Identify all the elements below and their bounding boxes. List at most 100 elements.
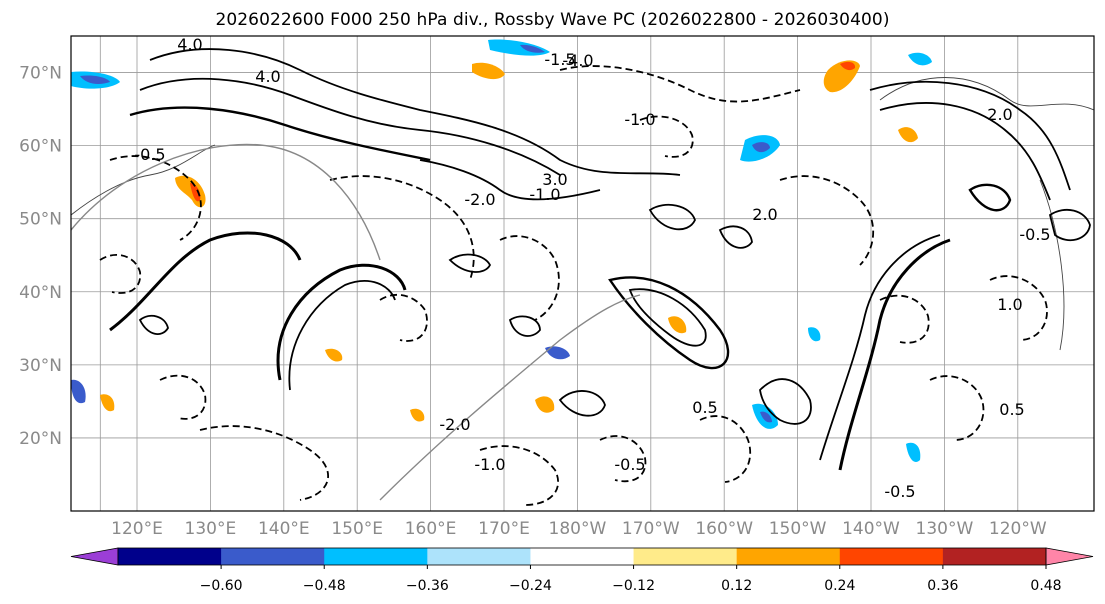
map-frame — [70, 35, 1095, 512]
lon-tick-label: 140°W — [842, 519, 900, 539]
contour-line — [159, 374, 207, 420]
contour-line — [199, 425, 329, 501]
colorbar-tick-label: 0.12 — [721, 578, 752, 594]
lon-tick-label: 120°W — [989, 519, 1047, 539]
colorbar-segment — [839, 548, 944, 565]
contour-line — [138, 314, 169, 335]
contour-line — [559, 65, 801, 103]
contour-value-label: 0.5 — [999, 400, 1024, 419]
contour-line — [99, 254, 142, 294]
fill-patch — [190, 183, 201, 202]
colorbar: −0.60 −0.48 −0.36 −0.24 −0.12 0.12 0.24 0.36 0.4… — [70, 547, 1094, 594]
contour-line — [109, 231, 302, 332]
contour-line — [989, 275, 1048, 341]
contour-line — [879, 102, 1051, 201]
colorbar-segment — [70, 547, 119, 566]
fill-patch — [908, 52, 932, 66]
contour-line — [838, 238, 951, 471]
contour-value-label: -1.5 — [544, 50, 575, 69]
contour-value-label: -1.0 — [474, 455, 505, 474]
contour-line — [139, 77, 561, 176]
lon-tick-label: 150°W — [769, 519, 827, 539]
longitude-labels: 120°E 130°E 140°E 150°E 160°E 170°E 180°W 170°W… — [111, 519, 1047, 539]
divergence-fill-patches — [71, 39, 932, 463]
reference-arcs — [71, 143, 641, 501]
fill-patch — [80, 75, 110, 84]
contour-line — [869, 80, 1071, 191]
colorbar-tick-label: 0.36 — [927, 578, 958, 594]
fill-patch — [71, 379, 86, 404]
contour-value-label: 2.0 — [987, 105, 1012, 124]
lon-tick-label: 160°W — [695, 519, 753, 539]
contour-labels: 4.0 4.0 -1.5-4.0 -2.0 -0.5 2.0 -1.0 2.0 -0.5 3.0 1… — [134, 35, 1050, 501]
contour-line — [879, 294, 930, 344]
contour-line — [639, 115, 694, 158]
figure-title: 2026022600 F000 250 hPa div., Rossby Wav… — [215, 10, 890, 30]
colorbar-tick-label: −0.60 — [200, 578, 243, 594]
positive-contours — [109, 48, 1091, 471]
fill-patch — [840, 61, 856, 71]
contour-line — [779, 175, 875, 266]
fill-patch — [535, 396, 555, 413]
contour-line — [558, 390, 606, 417]
contour-line — [329, 175, 475, 281]
contour-value-label: 2.0 — [752, 205, 777, 224]
contour-line — [699, 415, 752, 483]
contour-line — [479, 445, 560, 506]
lon-tick-label: 180°W — [549, 519, 607, 539]
contour-value-label: -2.0 — [464, 190, 495, 209]
lat-tick-label: 20°N — [19, 429, 62, 449]
lon-tick-label: 130°W — [916, 519, 974, 539]
lat-tick-label: 60°N — [19, 137, 62, 157]
contour-line — [276, 263, 407, 381]
fill-patch — [752, 142, 770, 153]
contour-value-label: -4.0 — [562, 51, 593, 70]
contour-line — [288, 280, 396, 391]
colorbar-segment — [427, 548, 531, 565]
lon-tick-label: 150°E — [331, 519, 383, 539]
colorbar-tick-label: 0.24 — [824, 578, 855, 594]
contour-line — [109, 155, 202, 241]
lat-tick-label: 50°N — [19, 210, 62, 230]
contour-value-label: 4.0 — [177, 35, 202, 54]
contour-line — [508, 315, 541, 337]
fill-patch — [100, 394, 115, 412]
contour-value-label: -2.0 — [439, 415, 470, 434]
fill-patch — [906, 442, 921, 463]
lon-tick-label: 160°E — [405, 519, 457, 539]
contour-line — [419, 159, 601, 201]
fill-patch — [325, 348, 343, 362]
contour-line — [628, 288, 707, 347]
contour-value-label: 3.0 — [542, 170, 567, 189]
fill-patch — [410, 408, 425, 422]
colorbar-tick-label: 0.48 — [1030, 578, 1061, 594]
lat-tick-label: 30°N — [19, 356, 62, 376]
contour-value-label: -0.5 — [884, 482, 915, 501]
contour-value-label: 0.5 — [692, 398, 717, 417]
lon-tick-label: 130°E — [185, 519, 237, 539]
lat-tick-label: 40°N — [19, 283, 62, 303]
contour-line — [149, 48, 681, 176]
latitude-labels: 70°N 60°N 50°N 40°N 30°N 20°N — [19, 64, 62, 449]
negative-contours — [99, 65, 1048, 506]
fill-patch — [668, 316, 687, 334]
contour-value-label: -0.5 — [1019, 225, 1050, 244]
fill-patch — [760, 411, 772, 423]
colorbar-segment — [118, 548, 222, 565]
lon-tick-label: 120°E — [111, 519, 163, 539]
lat-tick-label: 70°N — [19, 64, 62, 84]
fill-patch — [472, 62, 505, 80]
colorbar-tick-label: −0.36 — [406, 578, 449, 594]
contour-line — [379, 293, 428, 342]
colorbar-tick-label: −0.24 — [509, 578, 552, 594]
contour-value-label: -1.0 — [529, 185, 560, 204]
fill-patch — [898, 127, 918, 143]
contour-line — [929, 375, 985, 441]
contour-value-label: -0.5 — [134, 145, 165, 164]
contour-line — [968, 183, 1012, 212]
lon-tick-label: 170°E — [478, 519, 530, 539]
contour-line — [608, 276, 730, 370]
contour-value-label: -0.5 — [614, 455, 645, 474]
colorbar-segment — [942, 548, 1047, 565]
